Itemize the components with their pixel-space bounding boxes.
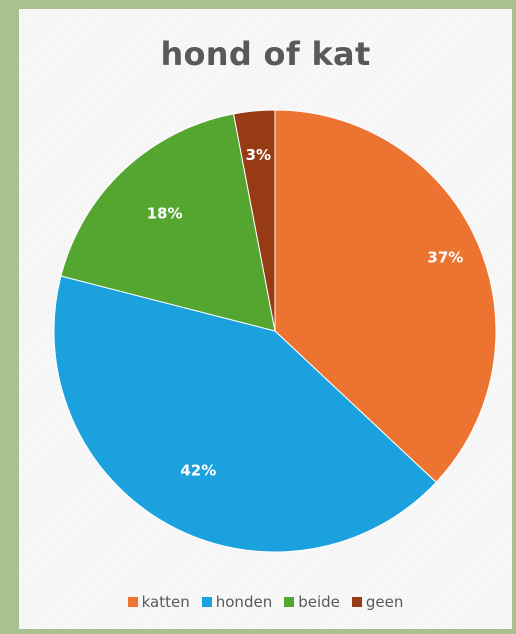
slice-label-geen: 3% xyxy=(246,146,271,164)
legend-item-katten: katten xyxy=(127,593,190,611)
slice-label-katten: 37% xyxy=(427,248,463,266)
legend-item-beide: beide xyxy=(284,593,340,611)
legend-label-beide: beide xyxy=(298,593,340,611)
legend-swatch-beide xyxy=(284,597,295,607)
legend-item-honden: honden xyxy=(201,593,273,611)
legend-swatch-geen xyxy=(351,597,362,607)
chart-card: hond of kat 37% 42% 18% 3% katten honden beid… xyxy=(19,9,512,629)
legend-label-katten: katten xyxy=(141,593,190,611)
legend-label-honden: honden xyxy=(215,593,273,611)
legend-label-geen: geen xyxy=(365,593,404,611)
pie-slice-katten xyxy=(274,109,497,483)
pie-slice-geen xyxy=(233,109,276,332)
chart-title: hond of kat xyxy=(160,35,371,73)
slice-label-beide: 18% xyxy=(147,204,183,222)
slice-label-honden: 42% xyxy=(180,461,216,479)
chart-legend: katten honden beide geen xyxy=(19,593,512,611)
pie-chart: 37% 42% 18% 3% xyxy=(53,109,497,553)
legend-swatch-honden xyxy=(201,597,212,607)
legend-item-geen: geen xyxy=(351,593,404,611)
legend-swatch-katten xyxy=(127,597,138,607)
pie-slice-beide xyxy=(60,113,276,332)
pie-slice-honden xyxy=(53,275,437,553)
